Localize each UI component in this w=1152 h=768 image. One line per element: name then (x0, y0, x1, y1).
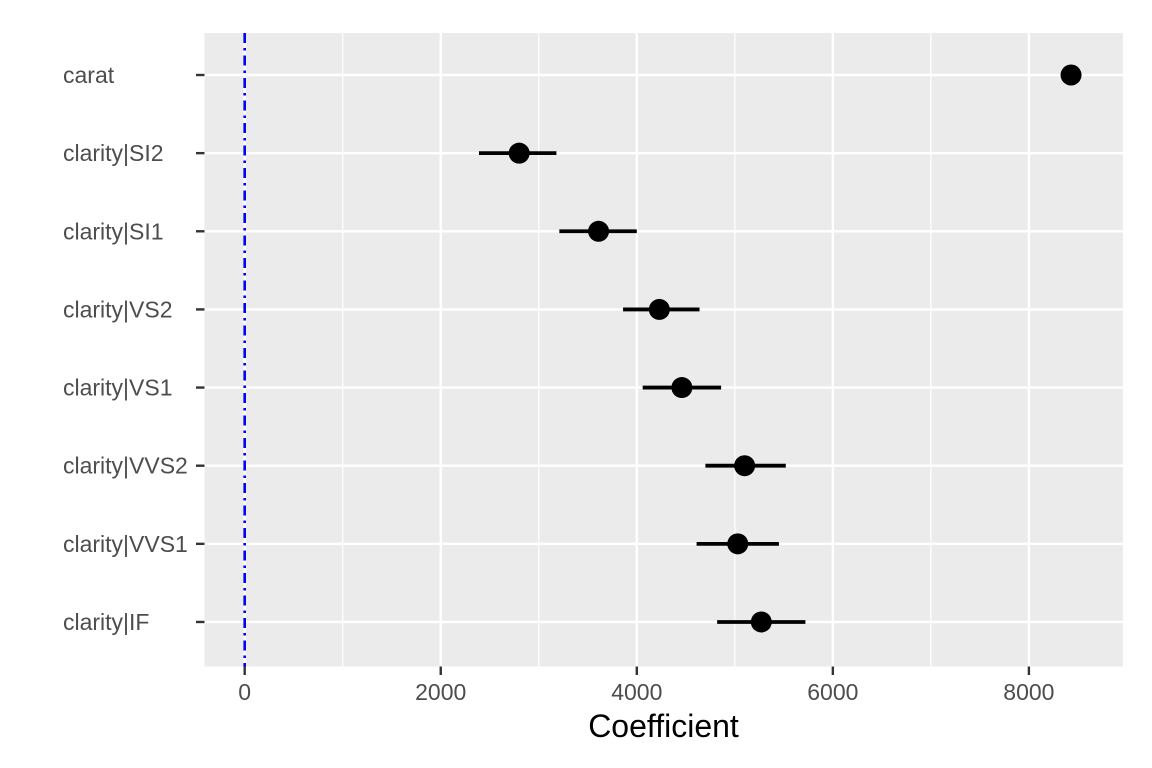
y-axis-label: clarity|VVS1 (63, 531, 188, 557)
point-clarity|VS1 (671, 377, 693, 399)
x-axis-title: Coefficient (588, 708, 739, 744)
plot-panel (204, 33, 1123, 667)
point-clarity|VS2 (648, 298, 670, 320)
x-tick-label: 0 (238, 679, 251, 705)
x-tick-label: 2000 (415, 679, 466, 705)
x-tick-label: 6000 (807, 679, 858, 705)
y-axis-label: clarity|SI1 (63, 218, 164, 244)
y-axis-label: clarity|VVS2 (63, 453, 188, 479)
y-axis-label: clarity|SI2 (63, 140, 164, 166)
point-clarity|SI2 (508, 142, 530, 164)
x-tick-label: 8000 (1003, 679, 1054, 705)
y-axis-label: clarity|VS2 (63, 296, 173, 322)
point-clarity|SI1 (588, 220, 610, 242)
y-axis-label: clarity|IF (63, 609, 149, 635)
point-clarity|VVS2 (734, 455, 756, 477)
y-axis-label: carat (63, 62, 115, 88)
point-clarity|VVS1 (727, 533, 749, 555)
point-carat (1060, 64, 1082, 86)
point-clarity|IF (750, 611, 772, 633)
y-axis-label: clarity|VS1 (63, 375, 173, 401)
x-tick-label: 4000 (611, 679, 662, 705)
